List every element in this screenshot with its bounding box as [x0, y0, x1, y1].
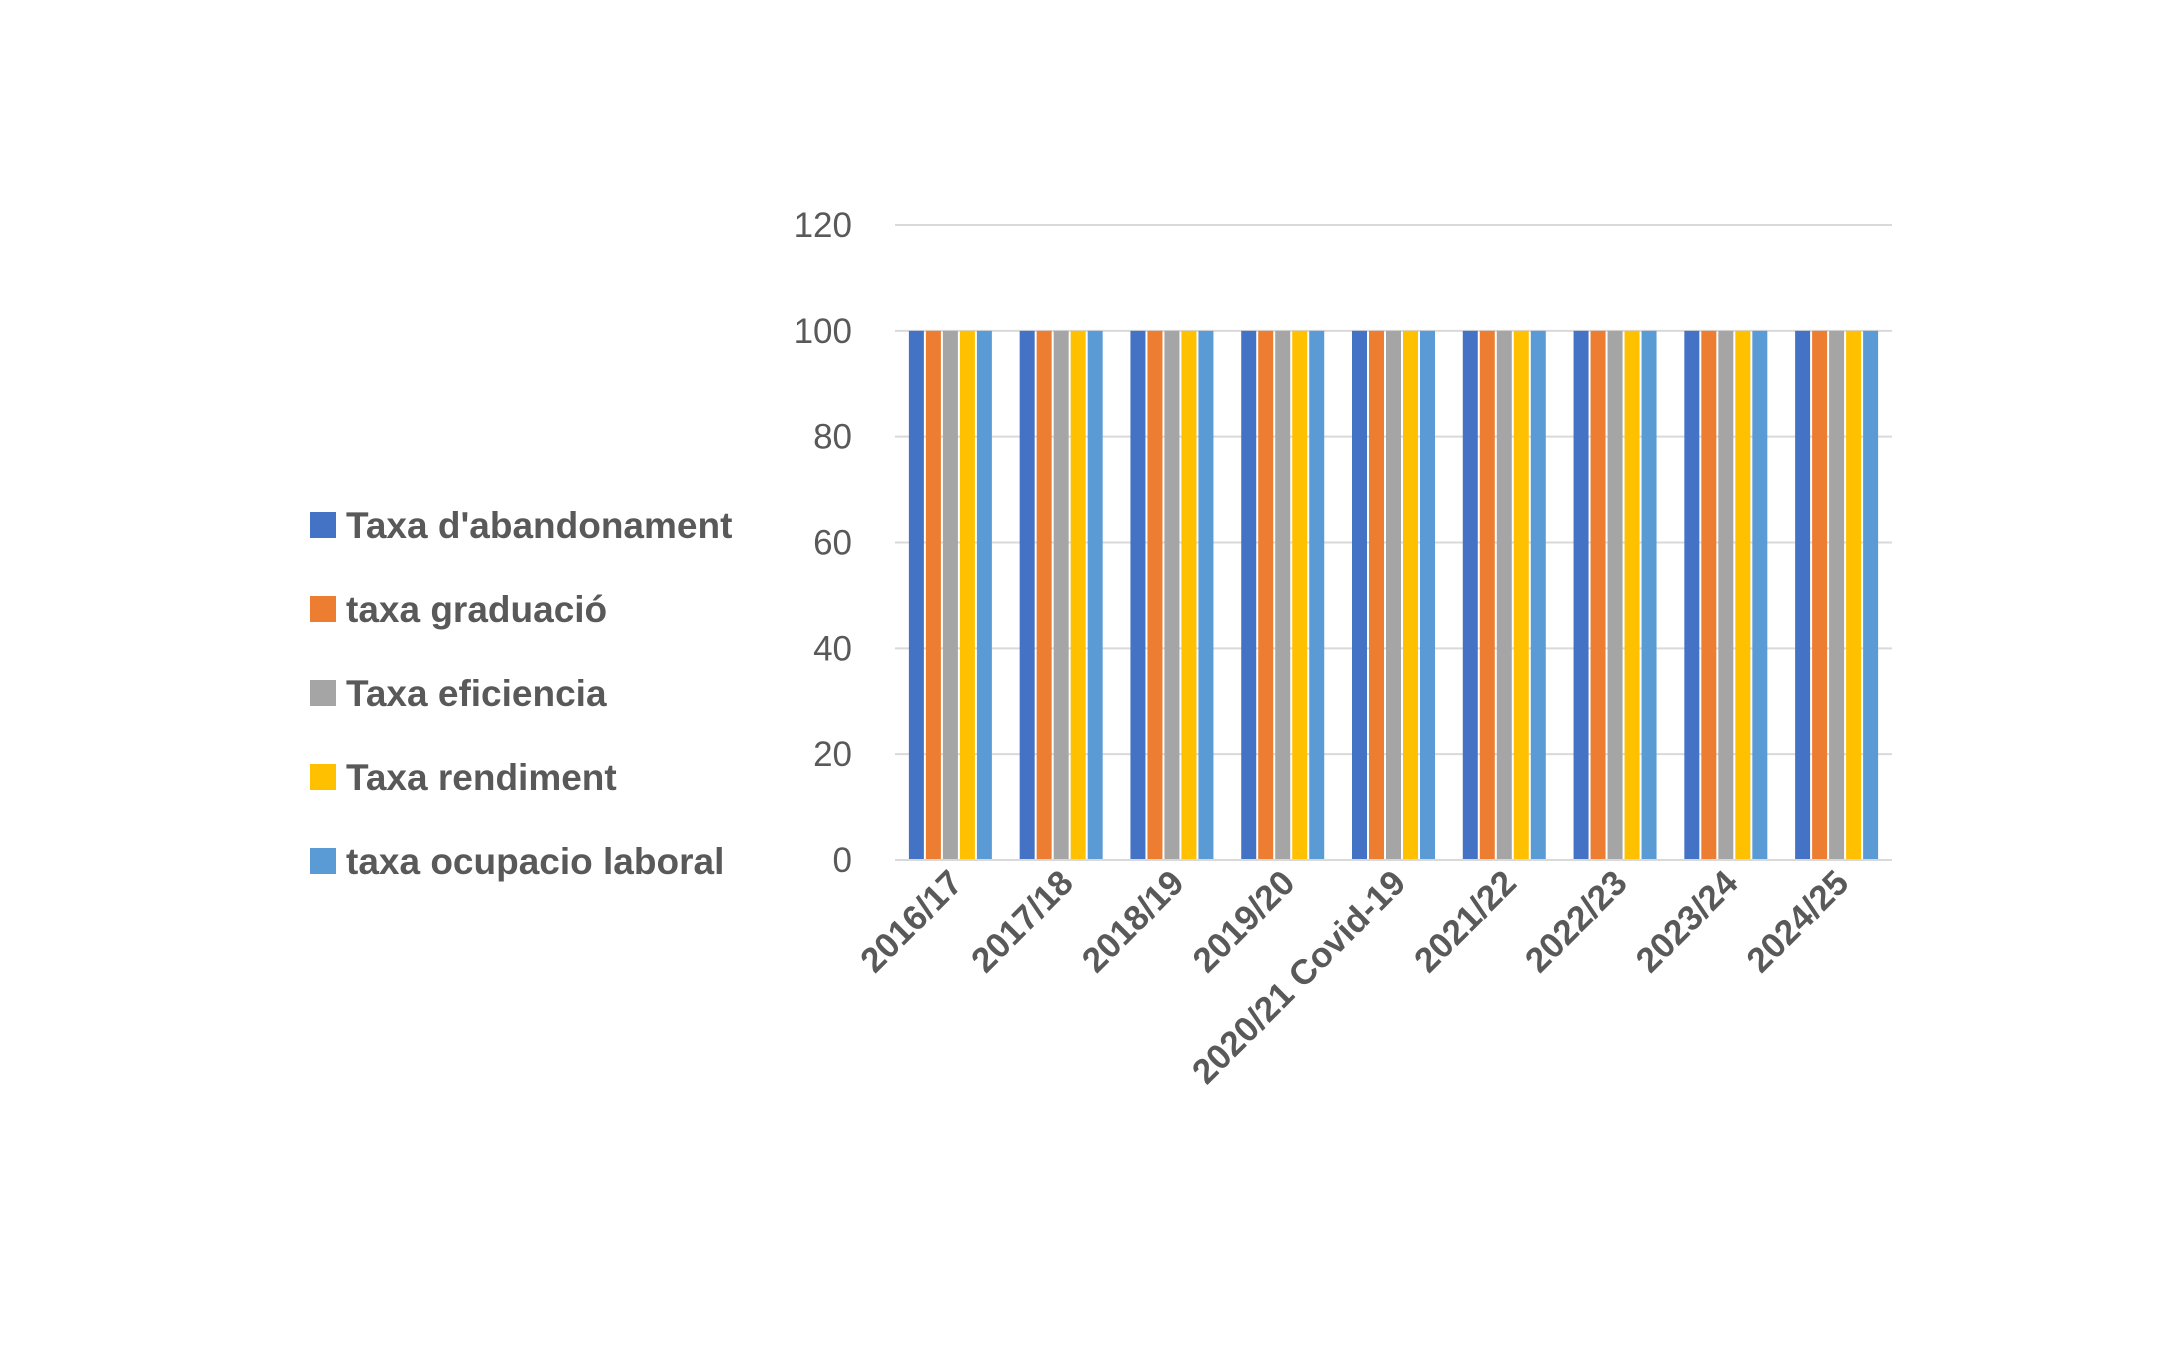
- bar: [1036, 330, 1052, 860]
- x-tick-label: 2017/18: [964, 863, 1081, 980]
- bar: [1829, 330, 1845, 860]
- bar: [1241, 330, 1257, 860]
- legend-swatch: [310, 764, 336, 790]
- bar: [1369, 330, 1384, 860]
- bar: [1258, 330, 1274, 860]
- bar: [1812, 330, 1828, 860]
- bar: [1198, 330, 1214, 860]
- bar: [1292, 330, 1308, 860]
- bar: [1684, 330, 1700, 860]
- x-tick-label: 2021/22: [1407, 863, 1524, 980]
- bar: [1352, 330, 1367, 860]
- bar: [1275, 330, 1291, 860]
- bar: [925, 330, 941, 860]
- x-tick-label: 2020/21 Covid-19: [1185, 863, 1413, 1091]
- bar: [1795, 330, 1811, 860]
- bar: [1701, 330, 1717, 860]
- bar: [942, 330, 958, 860]
- bar: [1462, 330, 1478, 860]
- bar: [1130, 330, 1146, 860]
- legend-label: taxa ocupacio laboral: [346, 841, 724, 882]
- bars: [908, 330, 1879, 860]
- y-tick-label: 100: [794, 312, 852, 351]
- bar: [1147, 330, 1163, 860]
- bar: [959, 330, 975, 860]
- x-tick-label: 2024/25: [1739, 863, 1856, 980]
- bar: [1573, 330, 1589, 860]
- bar: [1607, 330, 1623, 860]
- bar: [1019, 330, 1035, 860]
- bar: [976, 330, 992, 860]
- legend-label: Taxa eficiencia: [346, 673, 607, 714]
- legend: Taxa d'abandonament taxa graduació Taxa ef…: [310, 505, 732, 882]
- y-tick-label: 60: [813, 524, 852, 563]
- bar: [1718, 330, 1734, 860]
- x-tick-label: 2023/24: [1628, 863, 1745, 980]
- y-axis-tick-labels: 0 20 40 60 80 100 120: [794, 206, 852, 880]
- x-tick-label: 2018/19: [1075, 863, 1192, 980]
- legend-swatch: [310, 848, 336, 874]
- bar: [1624, 330, 1640, 860]
- bar: [1735, 330, 1751, 860]
- bar: [1403, 330, 1418, 860]
- y-tick-label: 80: [813, 418, 852, 457]
- legend-swatch: [310, 680, 336, 706]
- bar: [1863, 330, 1879, 860]
- bar: [1513, 330, 1529, 860]
- x-tick-label: 2016/17: [853, 863, 970, 980]
- bar: [1087, 330, 1103, 860]
- bar: [1846, 330, 1862, 860]
- bar: [1590, 330, 1606, 860]
- bar: [1053, 330, 1069, 860]
- bar: [1530, 330, 1546, 860]
- y-tick-label: 20: [813, 735, 852, 774]
- y-tick-label: 120: [794, 206, 852, 245]
- x-tick-label: 2022/23: [1518, 863, 1635, 980]
- bar: [1164, 330, 1180, 860]
- bar: [1496, 330, 1512, 860]
- bar: [1309, 330, 1325, 860]
- bar: [1752, 330, 1768, 860]
- legend-label: Taxa d'abandonament: [346, 505, 732, 546]
- bar: [1479, 330, 1495, 860]
- bar: [1420, 330, 1435, 860]
- bar: [1070, 330, 1086, 860]
- bar: [908, 330, 924, 860]
- legend-label: taxa graduació: [346, 589, 607, 630]
- bar: [1181, 330, 1197, 860]
- legend-swatch: [310, 512, 336, 538]
- legend-label: Taxa rendiment: [346, 757, 617, 798]
- y-tick-label: 0: [833, 841, 852, 880]
- y-tick-label: 40: [813, 629, 852, 668]
- legend-swatch: [310, 596, 336, 622]
- bar: [1386, 330, 1401, 860]
- bar: [1641, 330, 1657, 860]
